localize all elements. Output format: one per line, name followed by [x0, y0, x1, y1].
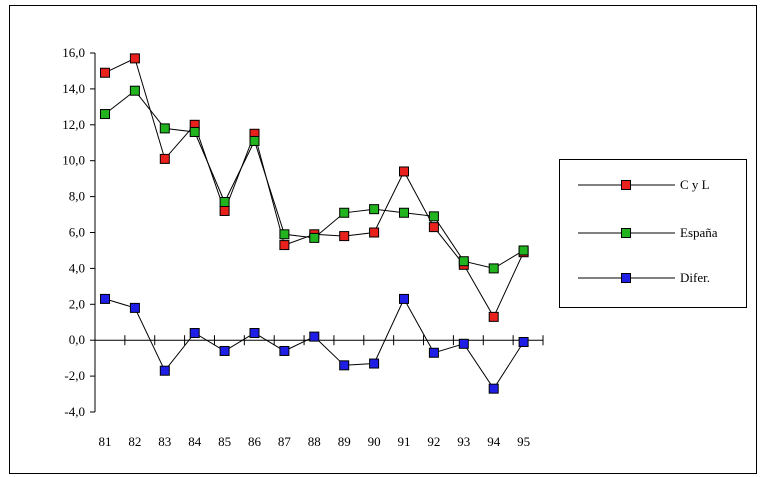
data-point — [279, 240, 290, 251]
data-point — [399, 166, 409, 177]
data-point — [159, 153, 170, 164]
data-point — [219, 196, 230, 207]
y-tick-label: 4,0 — [69, 260, 85, 275]
x-tick-label: 87 — [278, 434, 292, 449]
y-tick-label: 2,0 — [69, 296, 85, 311]
data-point — [428, 347, 439, 358]
data-point — [488, 383, 499, 394]
x-tick-label: 92 — [427, 434, 440, 449]
y-tick-label: 0,0 — [69, 332, 85, 347]
data-point — [249, 135, 260, 146]
data-point — [369, 227, 380, 238]
x-tick-label: 82 — [128, 434, 141, 449]
data-point — [249, 328, 260, 339]
x-tick-label: 94 — [487, 434, 501, 449]
y-tick-label: 6,0 — [69, 225, 85, 240]
data-point — [309, 331, 320, 342]
x-tick-label: 81 — [99, 434, 112, 449]
legend: C y L España Difer. — [559, 159, 747, 308]
data-point — [100, 293, 110, 304]
x-tick-label: 90 — [368, 434, 381, 449]
data-point — [100, 109, 110, 120]
data-point — [189, 328, 200, 339]
data-point — [399, 207, 409, 218]
y-tick-label: 12,0 — [62, 117, 85, 132]
data-point — [309, 232, 320, 243]
data-point — [100, 67, 110, 78]
data-point — [279, 229, 290, 240]
data-point — [428, 222, 439, 233]
x-tick-label: 93 — [457, 434, 470, 449]
data-point — [129, 85, 140, 96]
data-point — [339, 231, 350, 242]
x-tick-label: 83 — [158, 434, 171, 449]
data-point — [279, 345, 290, 356]
data-point — [369, 358, 380, 369]
data-point — [488, 263, 499, 274]
data-point — [189, 126, 200, 137]
data-point — [399, 293, 409, 304]
x-tick-label: 88 — [308, 434, 321, 449]
data-point — [518, 245, 529, 256]
x-tick-label: 86 — [248, 434, 262, 449]
legend-label: Difer. — [680, 270, 710, 285]
series-1 — [100, 85, 529, 274]
legend-marker — [621, 273, 631, 283]
data-point — [428, 211, 439, 222]
data-point — [219, 345, 230, 356]
data-point — [339, 360, 350, 371]
data-point — [159, 123, 170, 134]
axes: 16,0 14,0 12,0 10,0 8,0 6,0 4,0 2,0 0,0 -2,0 -4,0 8… — [62, 45, 544, 449]
data-point — [219, 205, 230, 216]
x-tick-label: 95 — [517, 434, 530, 449]
legend-label: España — [680, 225, 718, 240]
series-layer — [100, 53, 529, 394]
y-tick-label: 8,0 — [69, 189, 85, 204]
legend-marker — [621, 228, 631, 238]
y-tick-label: 10,0 — [62, 153, 85, 168]
legend-marker — [621, 180, 631, 190]
data-point — [129, 53, 140, 64]
data-point — [369, 204, 380, 215]
legend-label: C y L — [680, 177, 710, 192]
x-tick-label: 89 — [338, 434, 351, 449]
data-point — [339, 207, 350, 218]
series-2 — [100, 293, 529, 394]
x-tick-label: 84 — [188, 434, 202, 449]
y-tick-label: -2,0 — [64, 368, 85, 383]
x-tick-label: 85 — [218, 434, 231, 449]
data-point — [129, 302, 140, 313]
data-point — [518, 336, 529, 347]
data-point — [488, 311, 499, 322]
x-tick-label: 91 — [398, 434, 411, 449]
data-point — [458, 338, 469, 349]
y-tick-label: 16,0 — [62, 45, 85, 60]
y-tick-label: 14,0 — [62, 81, 85, 96]
y-tick-label: -4,0 — [64, 404, 85, 419]
data-point — [458, 256, 469, 267]
data-point — [159, 365, 170, 376]
